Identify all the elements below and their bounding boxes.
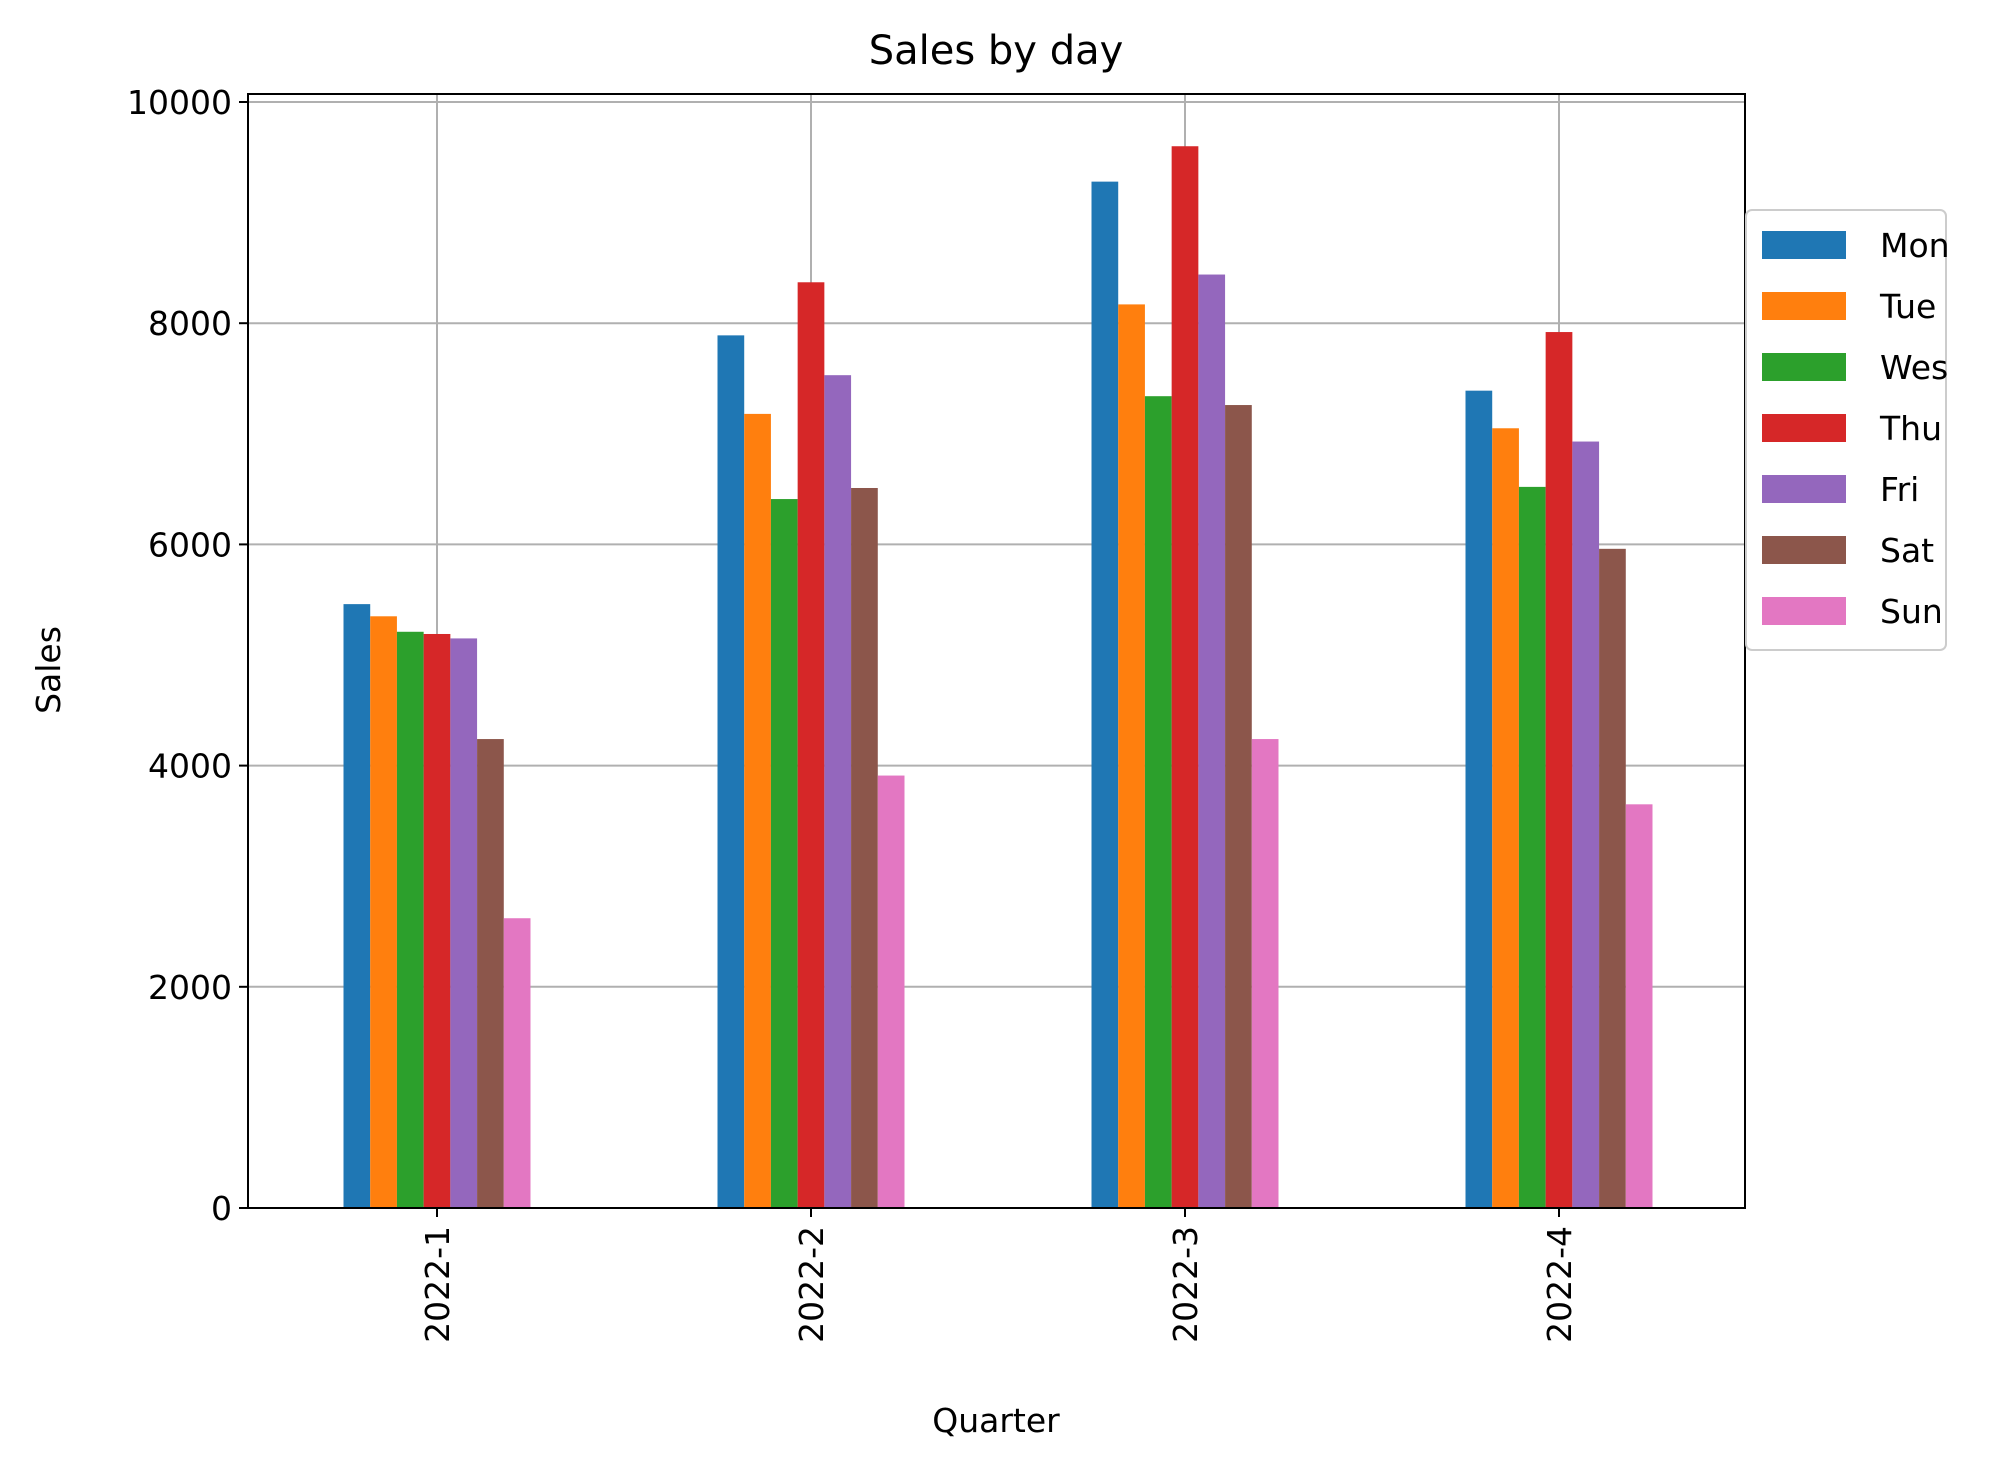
x-axis-label: Quarter: [932, 1401, 1060, 1440]
legend-label: Thu: [1879, 409, 1942, 448]
bars-layer: [343, 146, 1653, 1209]
y-tick-label: 0: [211, 1189, 232, 1228]
y-tick-label: 4000: [148, 747, 232, 786]
bar-fri-2022-2: [824, 375, 852, 1208]
legend-swatch: [1762, 414, 1846, 442]
y-tick-label: 8000: [148, 304, 232, 343]
bar-sat-2022-1: [477, 739, 504, 1208]
bar-thu-2022-4: [1545, 332, 1573, 1209]
bar-sun-2022-3: [1251, 739, 1279, 1208]
bar-thu-2022-1: [423, 633, 451, 1208]
legend-swatch: [1762, 292, 1846, 320]
bar-sun-2022-1: [503, 918, 531, 1208]
y-tick-label: 2000: [148, 968, 232, 1007]
plot-frame: [247, 93, 1746, 1209]
y-axis-label: Sales: [29, 626, 68, 714]
x-tick-label: 2022-2: [792, 1226, 831, 1343]
bar-mon-2022-2: [717, 335, 745, 1209]
legend: Mon Tue Wes Thu Fri Sat Sun: [1745, 209, 1950, 651]
bar-mon-2022-3: [1091, 181, 1119, 1209]
legend-swatch: [1762, 353, 1846, 381]
legend-swatch: [1762, 475, 1846, 503]
bar-mon-2022-1: [343, 604, 371, 1208]
bar-sat-2022-2: [851, 487, 878, 1208]
bar-sat-2022-3: [1225, 405, 1252, 1208]
bar-mon-2022-4: [1465, 390, 1493, 1208]
bar-sun-2022-4: [1625, 804, 1653, 1208]
bar-wes-2022-3: [1144, 396, 1172, 1208]
bar-fri-2022-4: [1572, 441, 1600, 1208]
bar-wes-2022-4: [1518, 486, 1546, 1208]
legend-label: Fri: [1880, 470, 1919, 509]
legend-label: Tue: [1879, 287, 1936, 326]
bar-fri-2022-1: [450, 638, 478, 1208]
x-tick-label: 2022-1: [418, 1226, 457, 1343]
bar-sat-2022-4: [1599, 548, 1626, 1208]
bar-tue-2022-1: [370, 616, 397, 1208]
bar-fri-2022-3: [1198, 274, 1226, 1208]
x-tick-label: 2022-4: [1540, 1226, 1579, 1343]
bar-thu-2022-3: [1171, 146, 1199, 1209]
bar-sun-2022-2: [877, 775, 905, 1208]
legend-swatch: [1762, 597, 1846, 625]
bar-thu-2022-2: [797, 282, 825, 1208]
bar-tue-2022-3: [1118, 304, 1145, 1208]
bar-tue-2022-2: [744, 413, 771, 1209]
legend-swatch: [1762, 231, 1846, 259]
legend-label: Mon: [1880, 226, 1950, 265]
legend-swatch: [1762, 536, 1846, 564]
bar-tue-2022-4: [1492, 428, 1519, 1208]
bar-wes-2022-2: [770, 499, 798, 1209]
legend-label: Sun: [1880, 592, 1943, 631]
y-tick-label: 6000: [148, 525, 232, 564]
legend-label: Wes: [1880, 348, 1948, 387]
x-tick-label: 2022-3: [1166, 1226, 1205, 1343]
bar-wes-2022-1: [396, 631, 424, 1208]
ticks-layer: 0 2000 4000 6000 8000 10000 2022-1 2022-2 2022-3…: [127, 83, 1579, 1343]
legend-label: Sat: [1880, 531, 1934, 570]
chart-title: Sales by day: [869, 28, 1124, 74]
y-tick-label: 10000: [127, 83, 232, 122]
legend-items: Mon Tue Wes Thu Fri Sat Sun: [1762, 226, 1950, 631]
